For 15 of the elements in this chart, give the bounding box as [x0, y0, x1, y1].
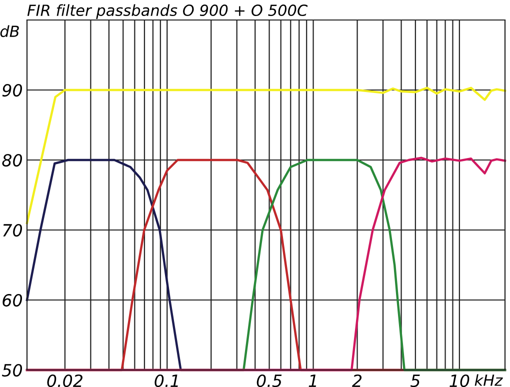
x-tick-label: 5 — [410, 374, 420, 387]
x-tick-label: 0.02 — [47, 374, 82, 387]
y-tick-label: 70 — [3, 224, 22, 237]
y-tick-label: 80 — [2, 154, 22, 167]
x-tick-label: 10 — [450, 374, 470, 387]
x-tick-label: 2 — [352, 374, 362, 387]
y-tick-label: 50 — [2, 364, 22, 377]
y-tick-label: 90 — [2, 84, 22, 97]
x-tick-label: 1 — [308, 374, 316, 387]
y-tick-label: 60 — [2, 294, 22, 307]
x-axis-title: kHz — [474, 374, 503, 386]
chart-title: FIR filter passbands O 900 + O 500C — [27, 4, 308, 20]
x-tick-label: 0.5 — [256, 374, 282, 387]
y-axis-title: dB — [0, 25, 19, 38]
x-tick-label: 0.1 — [154, 374, 178, 387]
